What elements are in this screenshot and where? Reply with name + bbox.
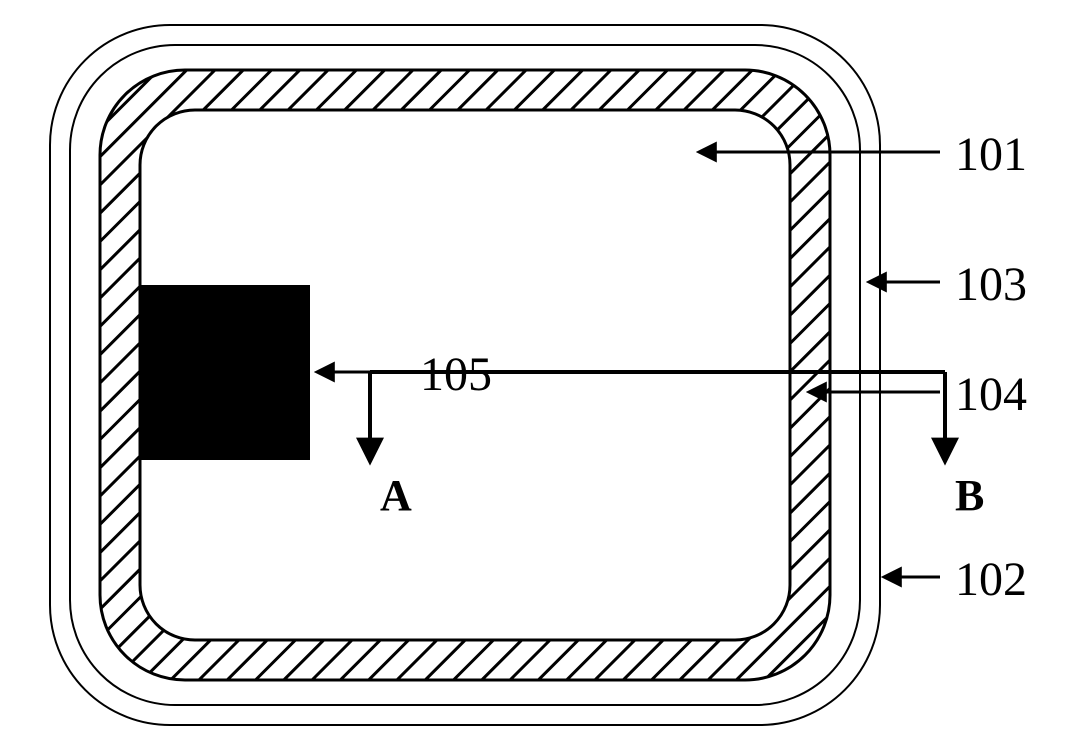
callout-label-105: 105 [420, 348, 492, 401]
section-marker-a: A [380, 471, 412, 520]
callout-label-104: 104 [955, 368, 1027, 421]
callout-label-101: 101 [955, 128, 1027, 181]
callout-label-103: 103 [955, 258, 1027, 311]
section-marker-b: B [955, 471, 984, 520]
black-block-region-105 [140, 285, 310, 460]
callout-label-102: 102 [955, 553, 1027, 606]
